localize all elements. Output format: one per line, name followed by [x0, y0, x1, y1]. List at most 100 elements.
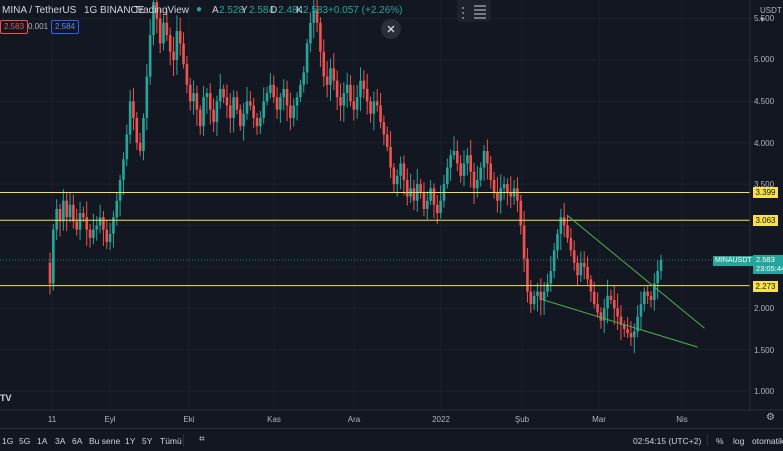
- percent-toggle[interactable]: %: [716, 436, 724, 446]
- candle-body: [322, 51, 326, 77]
- candle-body: [596, 304, 599, 313]
- candle-body: [509, 192, 513, 197]
- candle-body: [382, 122, 386, 135]
- clock-display[interactable]: 02:54:15 (UTC+2): [633, 436, 702, 446]
- candle-body: [472, 171, 476, 189]
- candle-body: [239, 109, 242, 127]
- last-symbol-tag: MINAUSDT: [713, 256, 754, 266]
- candle-body: [476, 179, 479, 189]
- candle-body: [329, 68, 332, 85]
- range-1d[interactable]: 1G: [2, 436, 14, 446]
- candle-body: [279, 97, 282, 110]
- candle-body: [302, 72, 306, 85]
- buy-price-button[interactable]: 2.584: [51, 20, 79, 34]
- candle-body: [152, 2, 155, 36]
- candle-body: [128, 101, 132, 135]
- candle-body: [265, 93, 269, 102]
- candle-body: [295, 97, 299, 106]
- candle-body: [419, 184, 422, 193]
- candle-body: [172, 51, 175, 60]
- candle-body: [98, 217, 102, 226]
- bottom-toolbar: 1G 5G 1A 3A 6A Bu sene 1Y 5Y Tümü ⌗ 02:5…: [0, 428, 783, 451]
- candle-body: [68, 204, 72, 218]
- object-tree-button[interactable]: [457, 0, 491, 22]
- candle-body: [55, 208, 58, 230]
- range-6m[interactable]: 6A: [72, 436, 83, 446]
- candle-body: [252, 105, 255, 118]
- candle-body: [452, 151, 456, 156]
- candle-body: [255, 117, 259, 127]
- candle-body: [218, 88, 222, 102]
- range-ytd[interactable]: Bu sene: [89, 436, 121, 446]
- candle-body: [482, 151, 486, 168]
- range-1y[interactable]: 1Y: [125, 436, 136, 446]
- date-range-calendar-icon[interactable]: ⌗: [199, 434, 205, 445]
- candle-body: [446, 167, 449, 185]
- axis-settings-gear-icon[interactable]: ⚙: [766, 412, 775, 423]
- candle-body: [192, 93, 195, 102]
- candle-body: [496, 192, 499, 201]
- range-3m[interactable]: 3A: [55, 436, 66, 446]
- candle-body: [132, 101, 135, 118]
- candle-body: [88, 229, 92, 238]
- range-1m[interactable]: 1A: [37, 436, 48, 446]
- open-value: 2.528: [219, 5, 245, 16]
- level-label-3399[interactable]: 3.399: [753, 187, 778, 198]
- interval-label[interactable]: 1G: [84, 5, 98, 16]
- level-label-2273[interactable]: 2.273: [753, 281, 778, 292]
- candle-body: [312, 10, 316, 23]
- candle-body: [372, 101, 376, 114]
- auto-scale-toggle[interactable]: otomatik: [752, 436, 783, 446]
- high-label: Y: [241, 5, 248, 16]
- candle-body: [542, 291, 546, 300]
- candle-body: [242, 113, 245, 127]
- candle-body: [325, 76, 329, 85]
- candle-body: [629, 333, 633, 338]
- price-tick: 5.500: [754, 14, 775, 23]
- candle-body: [292, 105, 296, 118]
- candle-body: [536, 291, 539, 296]
- candle-body: [529, 291, 533, 305]
- candle-body: [422, 192, 426, 209]
- candle-body: [275, 97, 279, 110]
- candle-body: [92, 229, 95, 238]
- sell-price-button[interactable]: 2.583: [0, 20, 28, 34]
- candle-body: [569, 237, 573, 251]
- candle-body: [155, 2, 159, 19]
- candle-body: [95, 225, 99, 230]
- tradingview-logo-icon[interactable]: TV: [0, 393, 12, 403]
- log-toggle[interactable]: log: [733, 436, 745, 446]
- close-icon: [387, 25, 395, 33]
- candle-body: [646, 291, 649, 296]
- close-button[interactable]: [381, 19, 401, 39]
- candle-body: [486, 151, 489, 164]
- price-tick: 3.500: [754, 180, 775, 189]
- candle-body: [208, 93, 212, 110]
- market-open-dot-icon: ●: [196, 4, 203, 15]
- candle-body: [389, 146, 392, 168]
- range-5y[interactable]: 5Y: [142, 436, 153, 446]
- symbol-name[interactable]: MINA / TetherUS: [2, 5, 77, 16]
- candle-body: [52, 229, 55, 284]
- candle-body: [222, 88, 225, 98]
- low-value: 2.484: [278, 5, 304, 16]
- candle-body: [175, 31, 179, 60]
- range-all[interactable]: Tümü: [160, 436, 182, 446]
- time-tick: Mar: [592, 415, 606, 424]
- candle-body: [522, 225, 526, 259]
- candle-body: [649, 295, 653, 300]
- candle-body: [188, 84, 192, 102]
- level-label-3063[interactable]: 3.063: [753, 215, 778, 226]
- exchange-label: BINANCE: [100, 5, 145, 16]
- candle-body: [639, 304, 643, 317]
- candle-body: [562, 217, 566, 226]
- candle-body: [332, 68, 336, 81]
- range-5d[interactable]: 5G: [19, 436, 31, 446]
- candle-body: [369, 101, 372, 114]
- candle-body: [355, 97, 359, 110]
- candle-body: [395, 175, 399, 185]
- candle-body: [178, 31, 182, 44]
- toolbar-divider: [183, 434, 184, 446]
- currency-selector[interactable]: USDT ▾: [760, 6, 783, 24]
